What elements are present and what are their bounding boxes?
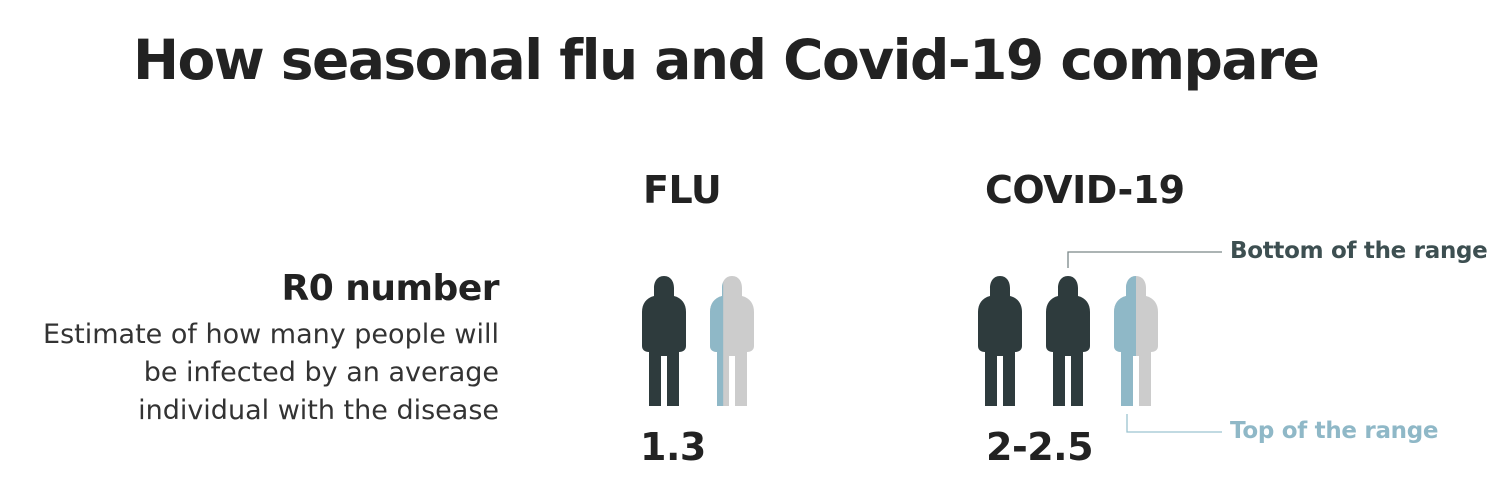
person-icon-flu-1 xyxy=(642,276,686,406)
leader-line-bottom xyxy=(1067,251,1222,268)
metric-description: Estimate of how many people will be infe… xyxy=(43,319,499,426)
chart-title: How seasonal flu and Covid-19 compare xyxy=(133,28,1320,92)
annotation-top-of-range: Top of the range xyxy=(1230,418,1439,444)
person-icon-covid-19-1 xyxy=(978,276,1022,406)
annotation-bottom-of-range: Bottom of the range xyxy=(1230,238,1488,264)
person-icon-covid-19-2 xyxy=(1046,276,1090,406)
metric-name: R0 number xyxy=(281,268,499,309)
value-label-covid: 2-2.5 xyxy=(986,425,1094,469)
column-header-flu: FLU xyxy=(643,168,722,212)
value-label-flu: 1.3 xyxy=(640,425,706,469)
leader-line-top xyxy=(1126,414,1222,433)
column-header-covid: COVID-19 xyxy=(985,168,1185,212)
